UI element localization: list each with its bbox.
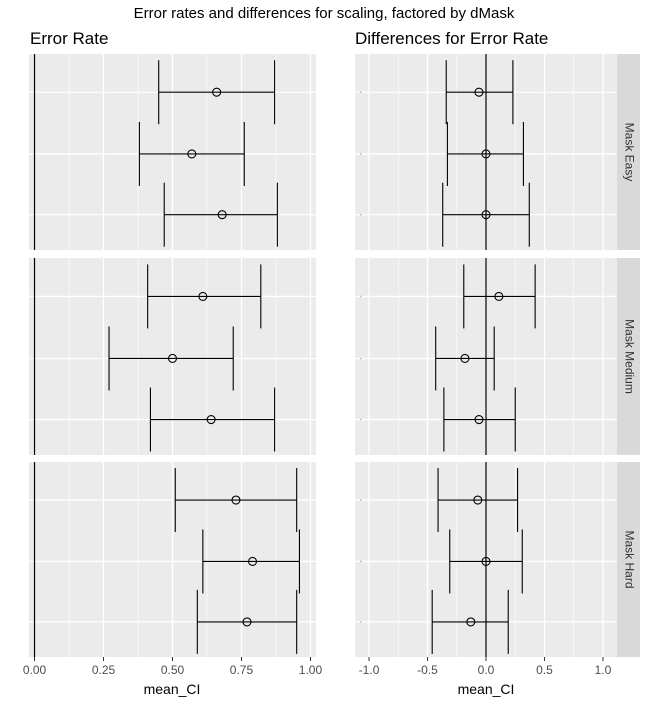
mean-point xyxy=(187,149,197,159)
facet-strip-label: Mask Medium xyxy=(622,319,636,394)
x-tick-label: 0.0 xyxy=(478,663,495,677)
reference-point xyxy=(359,418,362,421)
mean-point xyxy=(206,414,216,425)
x-tick-label: 0.5 xyxy=(536,663,553,677)
mean-point xyxy=(474,87,484,97)
x-tick-label: 0.25 xyxy=(92,663,116,677)
facet-strip xyxy=(617,462,640,657)
reference-point xyxy=(359,91,362,94)
mean-point xyxy=(481,210,491,220)
x-tick-label: 1.00 xyxy=(299,663,323,677)
reference-point xyxy=(359,621,362,623)
mean-point xyxy=(494,291,504,301)
plot-layer: 0.00 0.25 0.50 0.75 1.00 Mask Easy Mask Medium… xyxy=(23,54,640,677)
mean-point xyxy=(474,414,484,425)
mean-point xyxy=(473,495,483,505)
x-tick-label: 1.0 xyxy=(595,663,612,677)
mean-point xyxy=(466,617,476,627)
mean-point xyxy=(242,617,252,627)
mean-point xyxy=(217,210,227,220)
reference-point xyxy=(359,213,362,216)
mean-point xyxy=(481,556,491,567)
reference-point xyxy=(359,295,362,298)
mean-point xyxy=(167,353,178,364)
reference-point xyxy=(359,560,362,563)
right-panel-title: Differences for Error Rate xyxy=(355,29,548,48)
left-x-axis-label: mean_CI xyxy=(144,681,201,697)
figure-title: Error rates and differences for scaling,… xyxy=(134,5,515,22)
x-tick-label: 0.50 xyxy=(161,663,185,677)
mean-point xyxy=(247,556,258,567)
mean-point xyxy=(460,353,470,364)
x-tick-label: 0.00 xyxy=(23,663,47,677)
mean-point xyxy=(198,291,208,301)
facet-strip xyxy=(617,258,640,455)
mean-point xyxy=(212,87,222,97)
mean-point xyxy=(481,149,491,159)
reference-point xyxy=(359,499,362,501)
mean-point xyxy=(231,495,241,505)
left-panel-title: Error Rate xyxy=(30,29,108,48)
x-tick-label: -0.5 xyxy=(417,663,438,677)
reference-point xyxy=(359,153,362,155)
x-tick-label: 0.75 xyxy=(230,663,254,677)
x-tick-label: -1.0 xyxy=(359,663,380,677)
facet-strip-label: Mask Easy xyxy=(622,123,636,182)
right-x-axis-label: mean_CI xyxy=(458,681,515,697)
facet-strip-label: Mask Hard xyxy=(622,530,636,588)
reference-point xyxy=(359,357,362,360)
facet-strip xyxy=(617,54,640,250)
